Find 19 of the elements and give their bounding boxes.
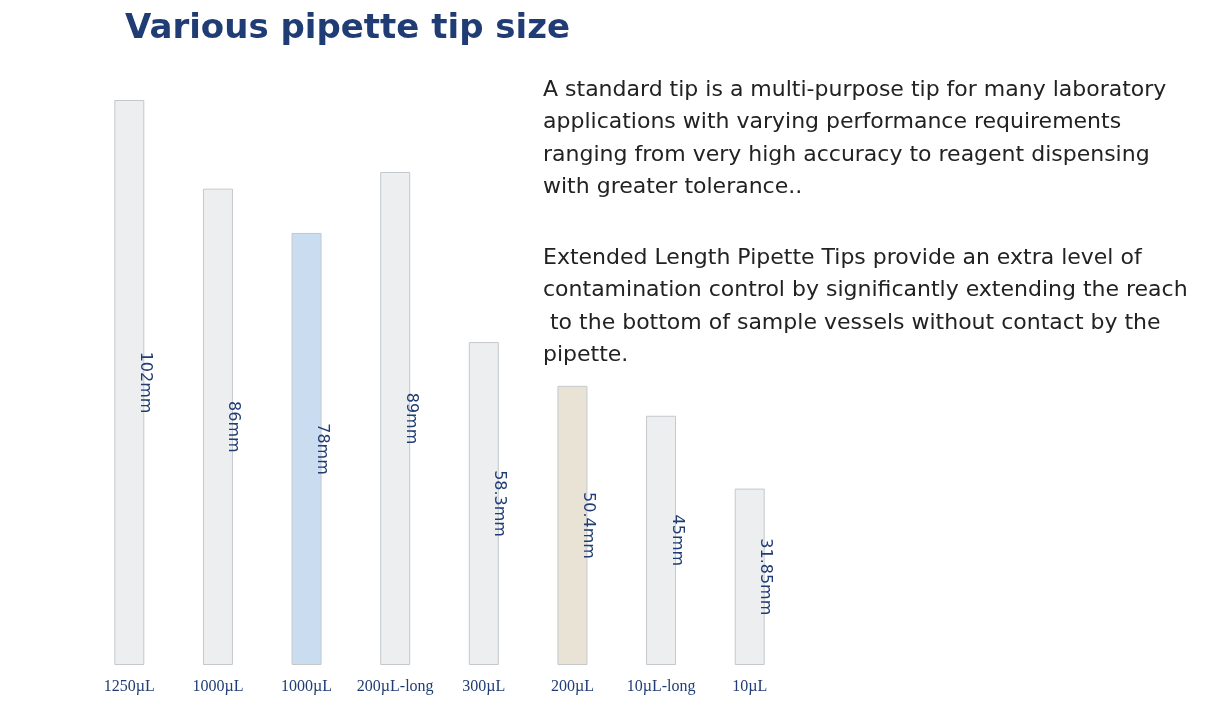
annotation: A standard tip is a multi-purpose tip for many laboratory applications with varying performance requirements ranging from very high accuracy to reagent dispensing with greater tolerance..	[543, 75, 1174, 199]
x-tick-label: 200µL-long	[356, 676, 434, 695]
data-label: 45mm	[668, 514, 688, 567]
x-tick-label: 1000µL	[192, 676, 244, 695]
data-label: 89mm	[402, 392, 422, 445]
chart-title: Various pipette tip size	[125, 6, 571, 46]
annotation: Extended Length Pipette Tips provide an extra level of contamination control by significantly extending the reach to the bottom of sample vessels without contact by the pipette.	[543, 243, 1188, 367]
data-label: 102mm	[136, 351, 156, 414]
x-tick-label: 1000µL	[281, 676, 333, 695]
x-tick-label: 300µL	[462, 676, 506, 695]
x-tick-label: 10µL	[732, 676, 768, 695]
data-label: 86mm	[225, 401, 245, 453]
data-label: 58.3mm	[491, 470, 511, 537]
data-label: 50.4mm	[579, 492, 599, 559]
data-label: 31.85mm	[757, 538, 777, 616]
data-label: 78mm	[314, 423, 334, 475]
x-tick-label: 10µL-long	[626, 676, 696, 695]
x-tick-label: 1250µL	[103, 676, 155, 695]
x-tick-label: 200µL	[550, 676, 594, 695]
